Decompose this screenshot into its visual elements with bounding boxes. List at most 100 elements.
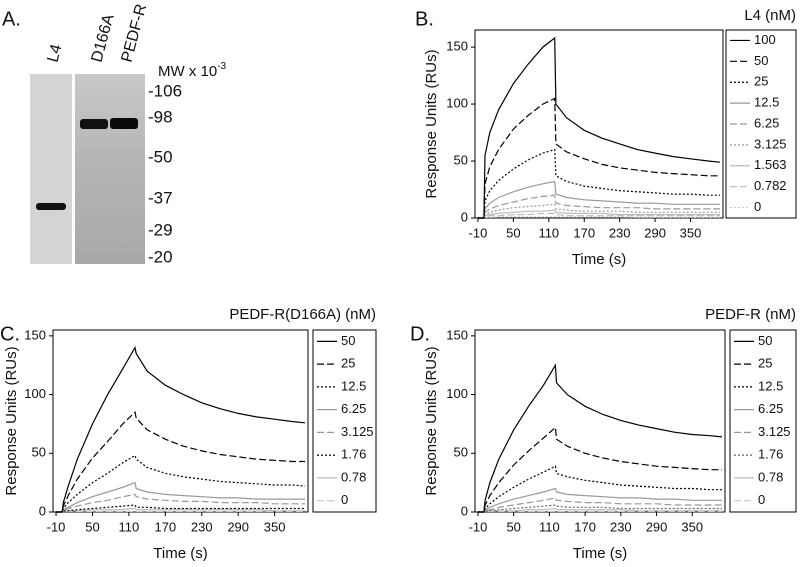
series-line [478, 36, 721, 219]
panel-label: B. [415, 8, 434, 30]
legend-label: 50 [341, 333, 355, 348]
gel-divider [72, 74, 75, 264]
legend-label: 3.125 [758, 424, 791, 439]
mw-label: MW x 10-3 [158, 61, 227, 80]
x-tick-label: 170 [574, 519, 596, 534]
x-tick-label: 230 [191, 519, 213, 534]
x-tick-label: 290 [644, 225, 666, 240]
legend-label: 12.5 [341, 378, 366, 393]
series-line [478, 97, 720, 219]
y-axis-label: Response Units (RUs) [3, 346, 20, 495]
mw-label-text: MW x 10 [158, 63, 217, 80]
legend-label: 0.782 [754, 178, 787, 193]
legend-label: 0 [341, 492, 348, 507]
series-line [56, 507, 305, 513]
series-line [56, 411, 305, 513]
plot-frame [474, 329, 726, 513]
series-line [478, 180, 720, 219]
x-tick-label: 230 [609, 225, 631, 240]
legend-label: 3.125 [754, 136, 787, 151]
marker-label: -29 [148, 220, 173, 239]
y-tick-label: 150 [446, 327, 468, 342]
series-line [478, 209, 720, 219]
legend-frame [725, 29, 797, 219]
series-line [478, 426, 722, 513]
y-tick-label: 150 [24, 327, 46, 342]
legend-label: 50 [754, 53, 768, 68]
x-tick-label: 50 [506, 225, 520, 240]
marker-label: -50 [148, 147, 173, 166]
legend-label: 1.563 [754, 157, 787, 172]
gel-band [80, 119, 108, 129]
x-tick-label: 350 [264, 519, 286, 534]
gel-lane [30, 74, 72, 264]
lane-label: D166A [89, 12, 118, 64]
x-tick-label: -10 [469, 519, 488, 534]
y-tick-label: 0 [461, 209, 468, 224]
gel-panel: A. L4 D166A PEDF-R MW x 10-3 -106 -98 -5… [2, 2, 227, 266]
series-line [478, 465, 722, 513]
plot-frame [474, 29, 724, 219]
x-tick-label: 110 [539, 519, 560, 534]
gel-band [110, 118, 138, 129]
x-tick-label: 170 [573, 225, 595, 240]
x-tick-label: -10 [469, 225, 488, 240]
x-axis-label: Time (s) [572, 251, 626, 268]
chart: B. 0 50 100 150 -10 50 110 170 230 290 350 Time (s) R… [415, 7, 797, 268]
series-line [478, 194, 720, 219]
y-tick-label: 0 [461, 503, 468, 518]
legend-label: 3.125 [341, 424, 374, 439]
x-axis-label: Time (s) [153, 545, 207, 562]
series-line [478, 203, 720, 219]
legend-label: 6.25 [754, 115, 779, 130]
x-tick-label: 110 [119, 519, 140, 534]
panel-label: D. [410, 323, 430, 345]
legend-label: 1.76 [341, 447, 366, 462]
legend-label: 100 [754, 32, 776, 47]
legend-title: PEDF-R(D166A) (nM) [229, 306, 376, 323]
y-tick-label: 150 [446, 39, 468, 54]
legend-label: 12.5 [754, 95, 779, 110]
marker-label: -98 [148, 107, 173, 126]
x-tick-label: 290 [227, 519, 249, 534]
legend-frame [729, 329, 797, 513]
series-line [478, 487, 722, 513]
lane-label: L4 [45, 42, 66, 64]
y-tick-label: 100 [446, 386, 468, 401]
panel-label: A. [2, 8, 21, 30]
gel-band [36, 203, 66, 210]
marker-label: -20 [148, 247, 173, 266]
x-tick-label: 350 [680, 225, 702, 240]
x-tick-label: 50 [506, 519, 520, 534]
mw-exponent: -3 [217, 61, 226, 72]
y-tick-label: 50 [454, 445, 468, 460]
y-tick-label: 50 [32, 445, 46, 460]
series-line [478, 216, 720, 219]
series-line [478, 212, 720, 219]
x-tick-label: 110 [538, 225, 559, 240]
marker-label: -37 [148, 188, 173, 207]
legend-frame [312, 329, 377, 513]
y-tick-label: 100 [446, 95, 468, 110]
legend-label: 12.5 [758, 378, 783, 393]
legend-title: PEDF-R (nM) [705, 306, 796, 323]
x-axis-label: Time (s) [573, 545, 627, 562]
series-line [478, 497, 722, 513]
x-tick-label: 350 [681, 519, 703, 534]
y-tick-label: 100 [24, 386, 46, 401]
legend-label: 50 [758, 333, 772, 348]
lane-label: PEDF-R [119, 2, 151, 64]
chart: D. 0 50 100 150 -10 50 110 170 230 290 350 Time (s) R… [410, 306, 797, 562]
series-line [56, 493, 305, 513]
y-tick-label: 0 [39, 503, 46, 518]
legend-label: 25 [341, 356, 355, 371]
legend-label: 25 [754, 74, 768, 89]
x-tick-label: 290 [646, 519, 668, 534]
legend-label: 0.78 [341, 469, 366, 484]
series-line [478, 363, 723, 513]
legend-label: 1.76 [758, 447, 783, 462]
series-line [56, 345, 306, 513]
legend-label: 6.25 [341, 401, 366, 416]
chart: C. 0 50 100 150 -10 50 110 170 230 290 350 Time (s) R… [0, 306, 377, 562]
